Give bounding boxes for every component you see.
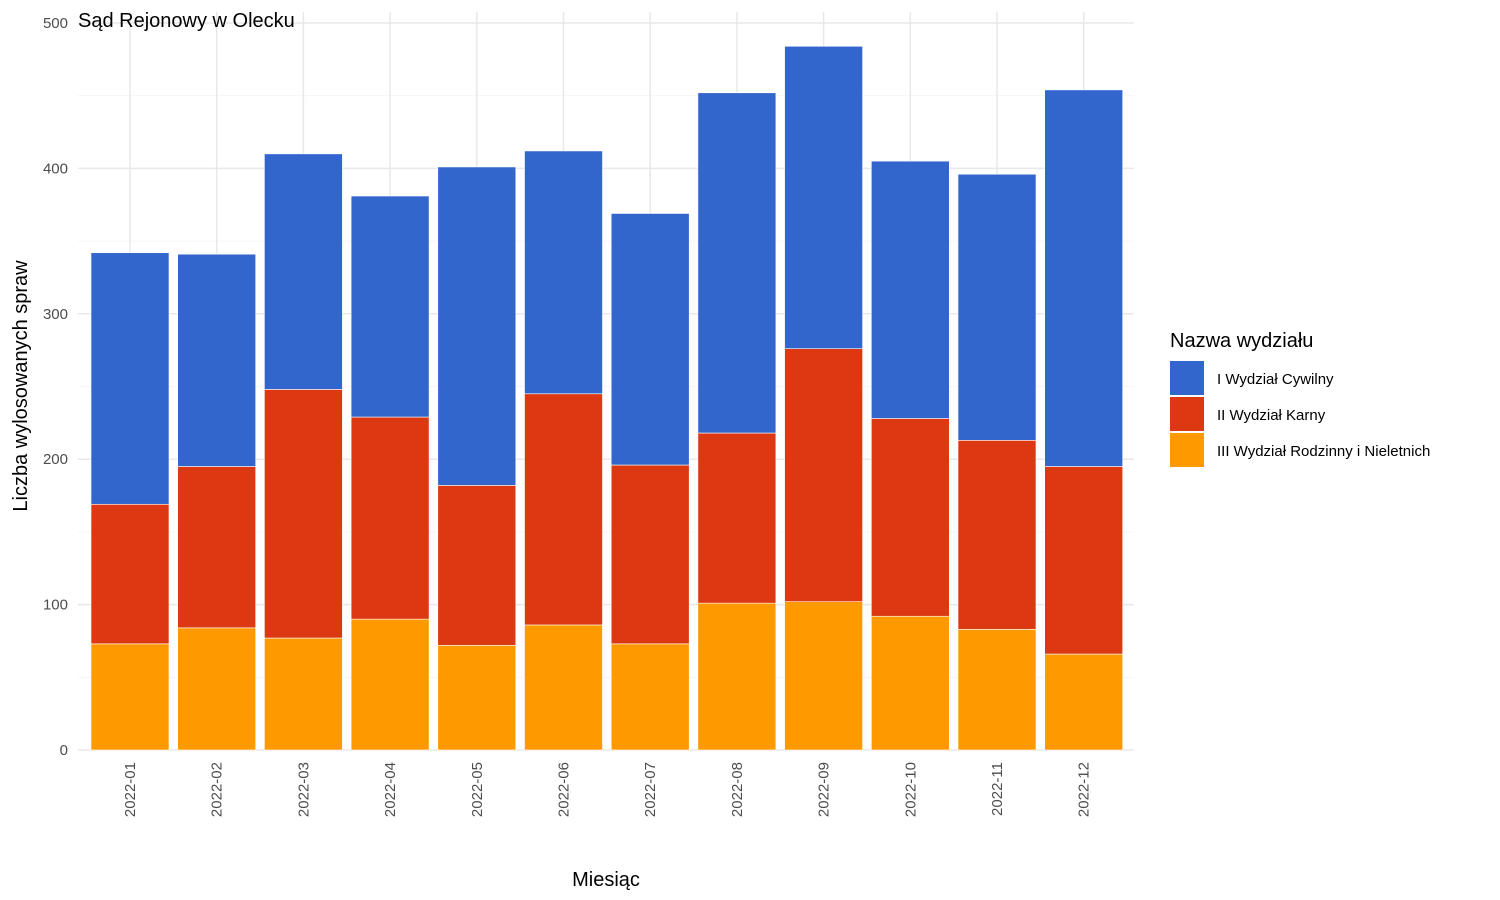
bar-segment xyxy=(177,466,256,629)
chart-title: Sąd Rejonowy w Olecku xyxy=(78,10,295,32)
bar-segment xyxy=(90,252,170,505)
bar-segment xyxy=(1044,89,1123,467)
legend-swatch xyxy=(1170,397,1204,431)
bar-segment xyxy=(437,645,517,751)
bar-segment xyxy=(610,643,690,751)
legend-swatch xyxy=(1170,433,1204,467)
x-tick-label: 2022-02 xyxy=(209,762,226,817)
bar-segment xyxy=(610,213,690,466)
y-tick-label: 100 xyxy=(43,597,68,614)
bars xyxy=(90,45,1123,751)
bar-segment xyxy=(524,393,603,626)
bar-segment xyxy=(177,253,256,467)
legend-swatch xyxy=(1170,361,1204,395)
x-tick-label: 2022-12 xyxy=(1076,762,1093,817)
bar-segment xyxy=(264,637,343,751)
bar-segment xyxy=(437,166,517,486)
bar-segment xyxy=(784,348,863,602)
x-tick-label: 2022-11 xyxy=(989,762,1006,816)
y-tick-label: 200 xyxy=(43,451,68,468)
bar-segment xyxy=(957,629,1037,751)
x-tick-label: 2022-07 xyxy=(642,762,659,817)
bar-segment xyxy=(177,627,256,751)
x-tick-label: 2022-10 xyxy=(902,762,919,817)
bar-segment xyxy=(697,602,777,751)
y-tick-label: 300 xyxy=(43,306,68,323)
y-axis-ticks: 0 100 200 300 400 500 xyxy=(43,15,68,759)
bar-segment xyxy=(1044,466,1123,655)
bar-segment xyxy=(610,464,690,645)
bar-segment xyxy=(1044,653,1123,751)
x-axis-ticks: 2022-01 2022-02 2022-03 2022-04 2022-05 2022-… xyxy=(122,762,1093,817)
x-tick-label: 2022-03 xyxy=(295,762,312,817)
x-tick-label: 2022-01 xyxy=(122,762,139,817)
bar-segment xyxy=(870,615,950,751)
bar-segment xyxy=(784,601,863,751)
bar-segment xyxy=(264,153,343,390)
bar-segment xyxy=(524,150,603,395)
x-tick-label: 2022-05 xyxy=(469,762,486,817)
bar-segment xyxy=(957,439,1037,630)
bar-segment xyxy=(524,624,603,751)
bar-segment xyxy=(697,92,777,434)
bar-segment xyxy=(784,45,863,349)
bar-segment xyxy=(870,418,950,617)
bar-segment xyxy=(697,432,777,604)
bar-segment xyxy=(90,503,170,645)
x-tick-label: 2022-06 xyxy=(556,762,573,817)
x-tick-label: 2022-04 xyxy=(382,762,399,817)
bar-segment xyxy=(437,485,517,646)
legend-label: I Wydział Cywilny xyxy=(1217,371,1334,388)
bar-segment xyxy=(90,643,170,751)
bar-segment xyxy=(350,618,430,751)
bar-segment xyxy=(957,173,1037,441)
bar-segment xyxy=(870,160,950,419)
bar-segment xyxy=(350,195,430,418)
x-tick-label: 2022-09 xyxy=(816,762,833,817)
y-axis-title: Liczba wylosowanych spraw xyxy=(10,260,32,512)
legend: Nazwa wydziału I Wydział Cywilny II Wydzi… xyxy=(1170,330,1430,467)
bar-segment xyxy=(264,389,343,639)
legend-title: Nazwa wydziału xyxy=(1170,330,1313,352)
y-tick-label: 500 xyxy=(43,15,68,32)
legend-label: II Wydział Karny xyxy=(1217,407,1326,424)
y-tick-label: 400 xyxy=(43,160,68,177)
bar-segment xyxy=(350,416,430,620)
legend-items: I Wydział Cywilny II Wydział Karny III Wyd… xyxy=(1170,361,1430,467)
x-axis-title: Miesiąc xyxy=(572,869,640,891)
y-tick-label: 0 xyxy=(60,742,68,759)
x-tick-label: 2022-08 xyxy=(729,762,746,817)
legend-label: III Wydział Rodzinny i Nieletnich xyxy=(1217,443,1430,460)
